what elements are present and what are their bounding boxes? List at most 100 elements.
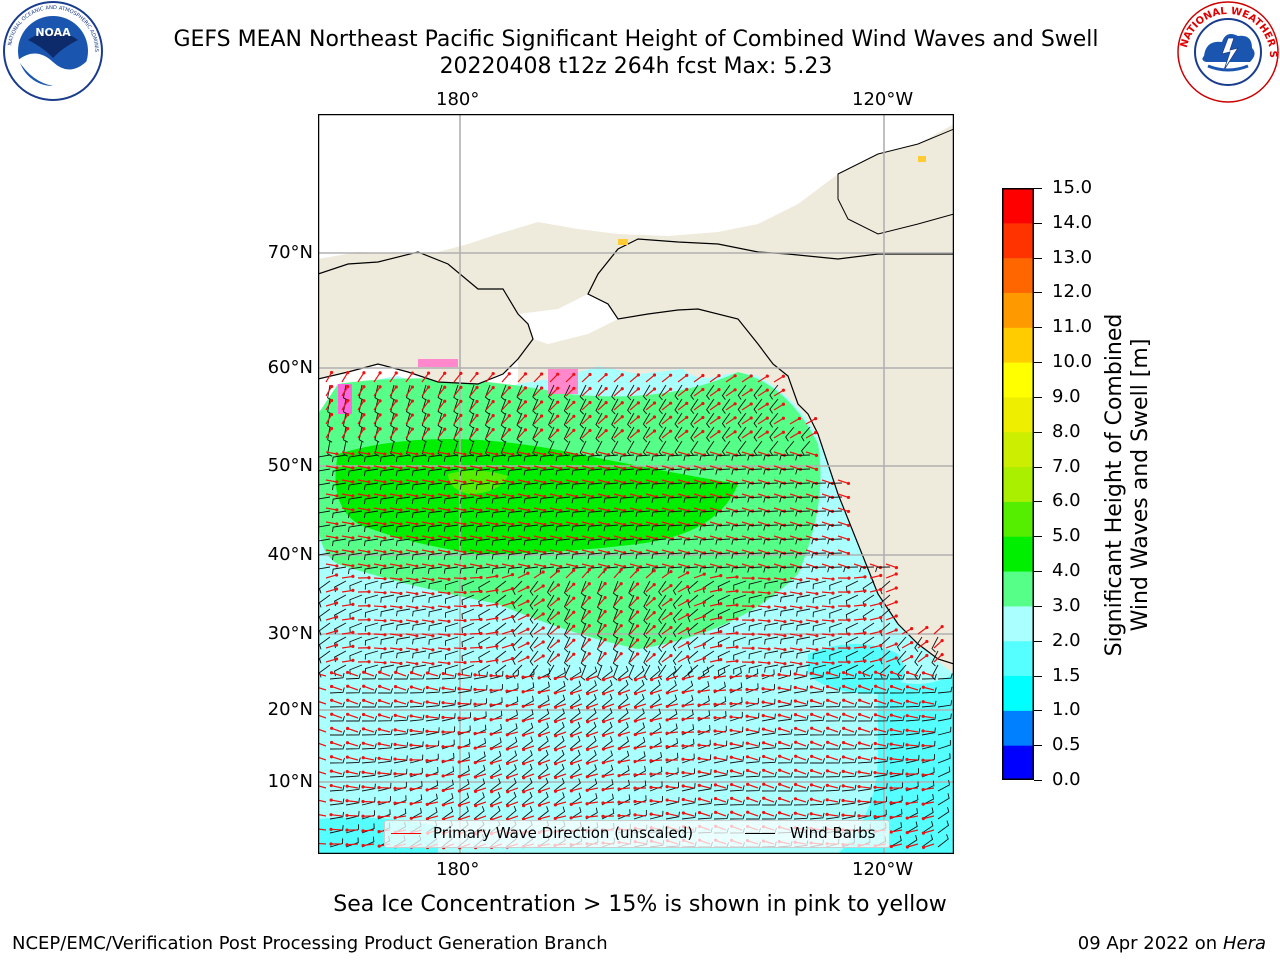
wave-direction-arrowhead <box>783 620 787 624</box>
wind-barb <box>473 751 486 764</box>
wave-direction-arrowhead <box>633 732 637 737</box>
wind-barb <box>658 384 667 401</box>
wave-direction-arrow <box>933 626 943 635</box>
wave-direction-arrowhead <box>847 590 851 594</box>
wave-direction-arrowhead <box>669 415 673 419</box>
wave-direction-arrowhead <box>362 427 366 431</box>
colorbar-segment <box>1002 292 1034 328</box>
wave-direction-arrow <box>341 400 349 411</box>
wave-direction-arrowhead <box>511 522 515 527</box>
colorbar-segment <box>1002 222 1034 259</box>
wave-direction-arrowhead <box>635 596 640 600</box>
wave-direction-arrow <box>325 630 337 635</box>
wave-direction-arrowhead <box>510 573 515 577</box>
colorbar-tick <box>1034 292 1042 294</box>
wave-direction-arrowhead <box>526 627 530 631</box>
wave-direction-arrowhead <box>425 671 430 675</box>
wind-barb <box>459 510 475 518</box>
wind-barb <box>619 552 635 560</box>
wave-direction-arrowhead <box>345 799 349 803</box>
wave-direction-arrowhead <box>367 660 371 664</box>
wave-direction-arrow <box>347 699 359 705</box>
wave-direction-arrowhead <box>905 845 910 849</box>
wind-barb <box>364 594 379 604</box>
wind-barb <box>539 482 555 490</box>
wave-direction-arrowhead <box>921 758 925 762</box>
wave-direction-arrow <box>363 742 375 747</box>
wave-direction-arrowhead <box>329 740 334 745</box>
wave-direction-arrow <box>805 535 817 540</box>
wind-barb <box>532 384 539 401</box>
wave-direction-arrow <box>485 645 497 649</box>
wave-direction-arrow <box>341 589 353 593</box>
wind-barb <box>603 496 619 504</box>
wave-direction-arrowhead <box>847 632 851 636</box>
wave-direction-arrowhead <box>889 771 893 775</box>
wind-barb <box>697 769 712 778</box>
wind-barb <box>706 440 715 456</box>
wind-barb <box>937 779 950 792</box>
wave-direction-arrow <box>613 563 625 568</box>
wind-barb <box>539 538 555 546</box>
wind-barb <box>489 737 502 750</box>
wind-barb <box>748 650 763 660</box>
wind-barb <box>633 795 647 806</box>
wave-direction-arrowhead <box>410 385 414 389</box>
wave-direction-arrow <box>773 577 785 581</box>
wind-barb <box>555 510 571 518</box>
wave-direction-arrow <box>533 479 545 484</box>
wind-barb <box>346 716 361 722</box>
wind-barb <box>747 496 763 503</box>
wave-direction-arrow <box>539 801 551 806</box>
wave-direction-arrow <box>373 633 386 636</box>
wind-barb <box>905 741 920 750</box>
wave-direction-arrow <box>693 374 704 383</box>
wind-barb <box>921 834 934 848</box>
wave-direction-arrow <box>325 574 337 579</box>
wave-direction-arrowhead <box>863 575 867 579</box>
wind-barb <box>601 764 614 778</box>
wave-direction-arrowhead <box>665 677 670 681</box>
wave-direction-arrow <box>549 429 559 439</box>
wind-barb <box>829 636 843 647</box>
wind-barb <box>473 792 485 806</box>
wave-direction-arrow <box>437 372 446 383</box>
wind-barb <box>748 580 763 590</box>
wave-direction-arrowhead <box>729 688 733 692</box>
wind-barb <box>672 580 683 596</box>
wind-barb <box>478 594 491 607</box>
wave-direction-arrowhead <box>793 672 797 676</box>
wind-barb <box>427 468 443 476</box>
wave-direction-arrow <box>421 400 430 411</box>
wave-direction-arrow <box>747 715 759 719</box>
wave-direction-arrow <box>485 603 497 607</box>
wave-direction-arrowhead <box>858 712 862 717</box>
wave-direction-arrow <box>811 713 823 719</box>
wave-direction-arrow <box>635 745 647 749</box>
wind-barb <box>347 454 363 463</box>
wave-direction-arrowhead <box>443 399 447 403</box>
wave-direction-arrow <box>827 699 839 705</box>
wind-barb <box>523 524 539 532</box>
wind-barb <box>683 510 699 517</box>
wave-direction-arrow <box>507 787 519 793</box>
wave-direction-arrowhead <box>783 606 787 610</box>
wind-barb <box>579 412 587 429</box>
wind-barb <box>745 814 761 820</box>
wave-direction-arrow <box>715 757 727 761</box>
wave-direction-arrowhead <box>633 799 637 804</box>
wave-direction-arrowhead <box>345 726 350 731</box>
wave-direction-arrow <box>779 741 791 747</box>
wave-direction-arrow <box>859 756 871 761</box>
wind-barb <box>642 440 651 457</box>
wave-direction-arrowhead <box>777 686 781 690</box>
wind-barb <box>475 482 491 490</box>
wave-direction-arrow <box>629 402 639 411</box>
wind-barb <box>546 636 555 653</box>
wave-direction-arrowhead <box>894 572 898 576</box>
wave-direction-arrow <box>363 757 375 761</box>
wave-direction-arrow <box>859 685 871 691</box>
wave-direction-arrow <box>907 700 919 705</box>
wave-direction-arrowhead <box>556 653 561 657</box>
wave-direction-arrowhead <box>685 373 689 377</box>
